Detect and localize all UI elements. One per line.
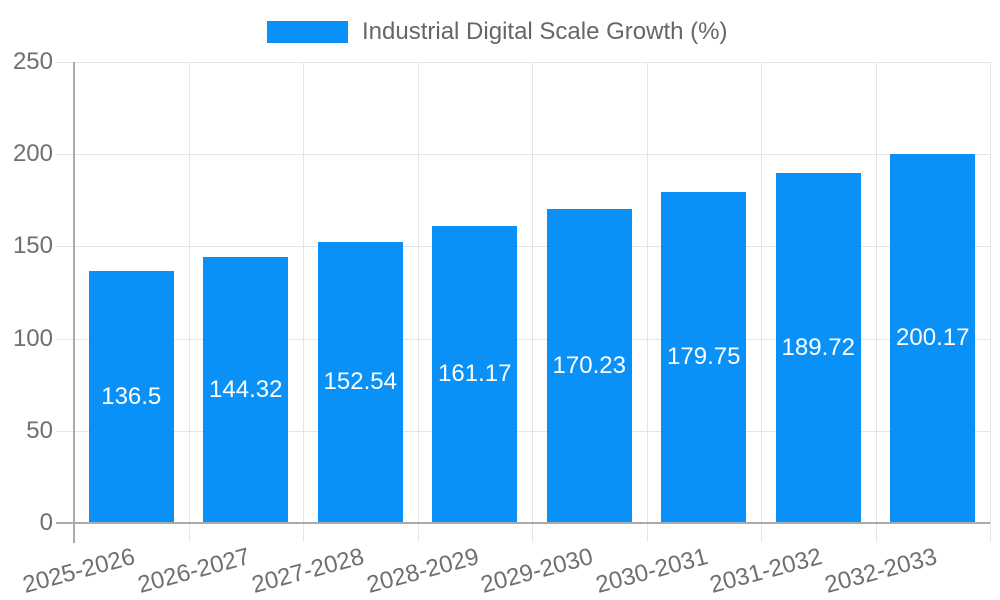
bar-2025-2026[interactable] [88,271,174,523]
gridline-vertical [761,62,762,542]
bar-value-label: 136.5 [101,383,162,411]
x-tick-label: 2029-2030 [478,543,597,599]
bar-value-label: 179.75 [667,343,741,371]
bar-2030-2031[interactable] [661,191,747,523]
gridline-vertical [303,62,304,542]
bar-2032-2033[interactable] [890,153,976,523]
x-tick-label: 2028-2029 [363,543,482,599]
bar-value-label: 170.23 [552,352,626,380]
gridline-horizontal [56,338,990,340]
x-tick-label: 2030-2031 [592,543,711,599]
bar-2026-2027[interactable] [203,256,289,523]
x-tick-label: 2025-2026 [20,543,139,599]
gridline-vertical [875,62,877,542]
bar-2028-2029[interactable] [432,225,518,523]
bar-value-label: 200.17 [896,324,970,352]
gridline-vertical [417,62,419,542]
bar-2029-2030[interactable] [546,209,632,523]
x-axis-line [56,522,990,524]
legend-label: Industrial Digital Scale Growth (%) [362,18,728,45]
legend-item[interactable]: Industrial Digital Scale Growth (%) [267,18,727,46]
bar-value-label: 152.54 [323,368,397,396]
gridline-horizontal [56,430,990,432]
x-tick-label: 2026-2027 [134,543,253,599]
bar-value-label: 189.72 [781,334,855,362]
bar-value-label: 144.32 [209,375,283,403]
bar-2027-2028[interactable] [317,241,403,523]
gridline-vertical [990,62,991,542]
gridline-vertical [532,62,533,542]
bar-value-label: 161.17 [438,360,512,388]
gridline-horizontal [56,246,990,248]
y-tick-label: 0 [39,509,53,536]
gridline-horizontal [56,154,990,156]
y-tick-label: 50 [26,416,53,444]
gridline-horizontal [56,62,990,63]
x-tick-label: 2032-2033 [821,543,940,599]
bar-2031-2032[interactable] [775,173,861,523]
y-axis-line [73,62,75,543]
gridline-vertical [646,62,648,542]
legend-swatch [267,21,348,43]
x-tick-label: 2031-2032 [707,543,826,599]
y-tick-label: 150 [12,232,53,260]
y-tick-label: 200 [12,140,53,168]
gridline-vertical [188,62,190,542]
x-tick-label: 2027-2028 [249,543,368,599]
y-tick-label: 100 [12,324,53,352]
y-tick-label: 250 [12,48,53,75]
